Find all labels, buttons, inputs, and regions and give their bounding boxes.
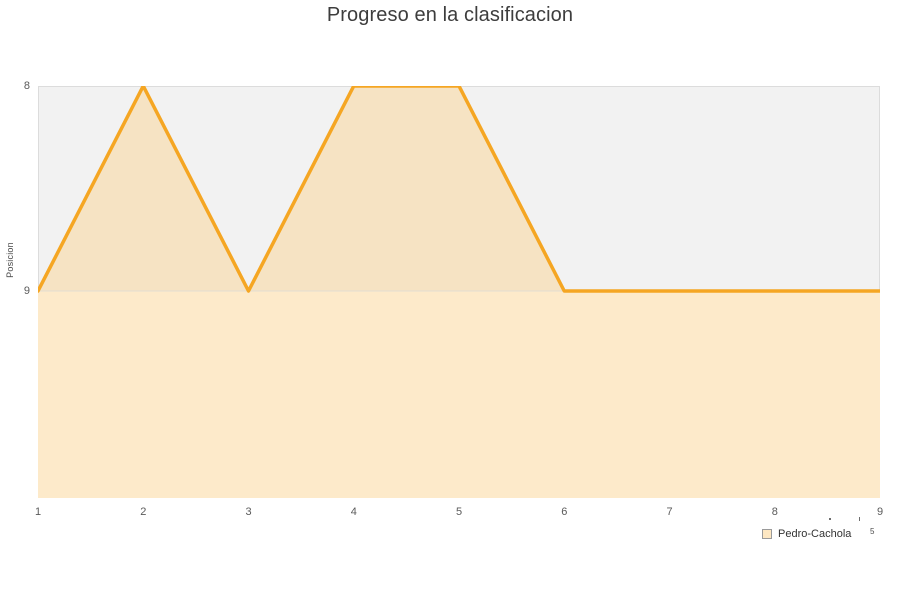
legend-item-label: Pedro-Cachola — [778, 528, 852, 540]
x-axis-tick-label: 3 — [245, 506, 252, 518]
area-fill-series — [38, 86, 880, 291]
clipped-text-mark — [859, 517, 860, 521]
plot-area — [38, 86, 880, 498]
legend-swatch-icon — [762, 529, 772, 539]
x-axis-tick-label: 4 — [350, 506, 357, 518]
legend-extra-text: 5 — [870, 527, 875, 536]
y-axis-title: Posicion — [5, 242, 15, 278]
legend[interactable]: Pedro-Cachola — [762, 528, 851, 540]
chart-title: Progreso en la clasificacion — [326, 4, 574, 26]
x-axis-tick-label: 2 — [140, 506, 147, 518]
x-axis-tick-label: 8 — [771, 506, 778, 518]
y-axis-tick-label: 9 — [23, 285, 30, 297]
x-axis-tick-label: 9 — [876, 506, 884, 518]
x-axis-tick-label: 5 — [455, 506, 463, 518]
x-axis-tick-label: 1 — [34, 506, 42, 518]
x-axis-tick-label: 6 — [561, 506, 568, 518]
series-line-pedro-cachola[interactable] — [38, 86, 880, 293]
area-fill-lower — [38, 291, 880, 498]
clipped-text-mark — [829, 518, 831, 520]
y-axis-tick-label: 8 — [23, 80, 30, 92]
x-axis-tick-label: 7 — [666, 506, 673, 518]
